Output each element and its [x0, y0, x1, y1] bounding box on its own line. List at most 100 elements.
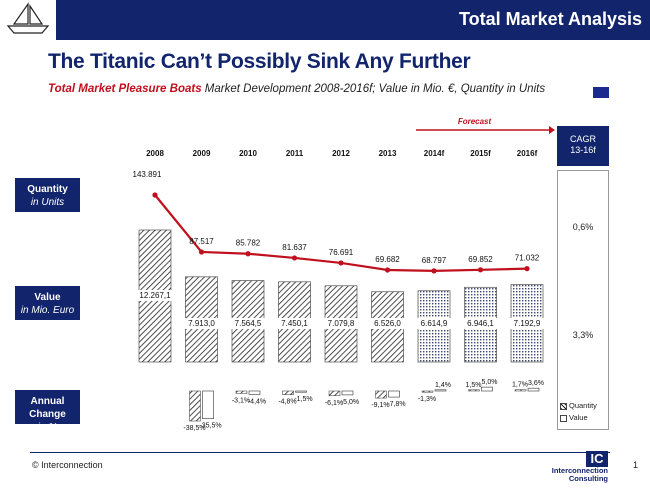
quantity-point — [291, 255, 298, 261]
legend-quantity: Quantity — [560, 400, 597, 412]
category-label: 2011 — [286, 149, 304, 158]
quantity-label: 143.891 — [133, 170, 162, 179]
change-bar-quantity — [468, 389, 480, 392]
change-bar-quantity — [375, 390, 387, 399]
value-label-bg — [370, 318, 405, 329]
change-bar-quantity — [235, 390, 248, 394]
change-label-value: -5,0% — [341, 399, 359, 406]
category-label: 2014f — [424, 149, 445, 158]
forecast-label: Forecast — [458, 117, 492, 126]
quantity-unit: in Units — [30, 197, 65, 208]
top-banner: Total Market Analysis — [56, 0, 650, 40]
change-bar-quantity — [282, 390, 294, 395]
cagr-value: 3,3% — [572, 330, 594, 340]
change-bar-quantity — [421, 390, 434, 393]
change-bar-value — [388, 390, 400, 398]
cagr-quantity: 0,6% — [572, 222, 594, 232]
quantity-label-box: Quantity in Units — [15, 178, 80, 212]
section-title: Total Market Analysis — [458, 9, 642, 29]
change-label-value: 5,0% — [482, 379, 498, 386]
page-number: 1 — [632, 460, 638, 470]
value-label: 7.450,1 — [281, 319, 308, 328]
change-label-quantity: 1,5% — [466, 382, 482, 389]
ic-logo: IC Interconnection Consulting — [532, 451, 608, 485]
legend-value: Value — [560, 412, 597, 424]
quantity-point — [384, 267, 391, 273]
value-label: 6.614,9 — [421, 319, 448, 328]
legend-quantity-swatch — [560, 402, 567, 410]
change-label-value: -7,8% — [387, 401, 405, 408]
value-label: 6.946,1 — [467, 319, 494, 328]
change-label-quantity: -38,5% — [183, 425, 205, 432]
category-label: 2016f — [517, 149, 538, 158]
change-label-quantity: -6,1% — [325, 400, 343, 407]
ic-logo-text: Interconnection Consulting — [552, 467, 608, 483]
change-label-quantity: -4,8% — [278, 399, 296, 406]
quantity-label: 69.682 — [375, 255, 400, 264]
quantity-label: 81.637 — [282, 243, 307, 252]
category-label: 2015f — [470, 149, 491, 158]
value-bars: 12.267,1 7.913,0 7.564,5 7.450,1 7.079,8 6.52… — [138, 229, 544, 363]
change-bar-value — [295, 390, 307, 393]
value-label-box: Value in Mio. Euro — [15, 286, 80, 320]
change-bar-value — [248, 390, 261, 395]
value-label: 7.192,9 — [514, 319, 541, 328]
category-labels: 2008 2009 2010 2011 2012 2013 2014f 2015f 2016f — [146, 149, 537, 158]
value-label: 7.913,0 — [188, 319, 215, 328]
category-label: 2009 — [193, 149, 211, 158]
quantity-point — [245, 251, 251, 257]
forecast-marker: Forecast — [416, 117, 555, 134]
sailboat-logo — [0, 0, 56, 40]
subtitle-rest: Market Development 2008-2016f; Value in … — [201, 83, 546, 95]
value-label-bg — [277, 318, 312, 329]
change-label-quantity: 1,7% — [512, 382, 528, 389]
sail-left-icon — [12, 2, 29, 25]
quantity-point — [477, 267, 484, 273]
value-label: 7.564,5 — [235, 319, 262, 328]
ic-logo-line2: Consulting — [568, 474, 608, 483]
change-label-value: -1,5% — [294, 396, 312, 403]
change-bar-quantity — [328, 390, 341, 397]
change-bar-quantity — [514, 389, 527, 392]
value-label: 6.526,0 — [374, 319, 401, 328]
annual-label-box: Annual Change in % — [15, 390, 80, 433]
legend-value-label: Value — [569, 413, 588, 422]
change-label-value: -35,5% — [199, 423, 221, 430]
cagr-period: 13-16f — [570, 145, 596, 155]
quantity-label: 71.032 — [515, 254, 540, 263]
value-label-bg — [463, 318, 498, 329]
quantity-point — [431, 268, 437, 274]
quantity-label: 85.782 — [236, 239, 261, 248]
headline: The Titanic Can’t Possibly Sink Any Furt… — [48, 50, 471, 73]
quantity-point — [338, 260, 344, 266]
quantity-label: 76.691 — [329, 248, 354, 257]
cagr-box — [557, 170, 609, 430]
ic-logo-line1: Interconnection — [551, 466, 608, 475]
quantity-point — [198, 249, 205, 255]
change-label-quantity: -9,1% — [371, 402, 389, 409]
annual-unit: in % — [37, 422, 58, 433]
change-label-quantity: -1,3% — [418, 396, 436, 403]
forecast-arrow-head-icon — [549, 126, 555, 134]
cagr-header: CAGR 13-16f — [557, 126, 609, 166]
value-unit: in Mio. Euro — [20, 305, 75, 316]
value-label: 7.079,8 — [328, 319, 355, 328]
value-label-bg — [324, 318, 358, 329]
change-bar-value — [434, 389, 447, 392]
eu-flag-icon — [593, 87, 609, 98]
quantity-point — [524, 266, 530, 272]
subtitle: Total Market Pleasure Boats Market Devel… — [48, 83, 545, 95]
change-bar-value — [341, 390, 354, 396]
value-label-bg — [231, 318, 265, 329]
value-label-bg — [184, 318, 219, 329]
category-label: 2010 — [239, 149, 257, 158]
value-label: 12.267,1 — [139, 291, 171, 300]
change-label-value: 3,6% — [528, 380, 544, 387]
ic-logo-mark: IC — [586, 451, 608, 467]
change-label-value: -4,4% — [248, 398, 266, 405]
category-label: 2013 — [379, 149, 397, 158]
change-label-value: 1,4% — [435, 382, 451, 389]
hull-icon — [6, 25, 50, 34]
category-label: 2012 — [332, 149, 350, 158]
